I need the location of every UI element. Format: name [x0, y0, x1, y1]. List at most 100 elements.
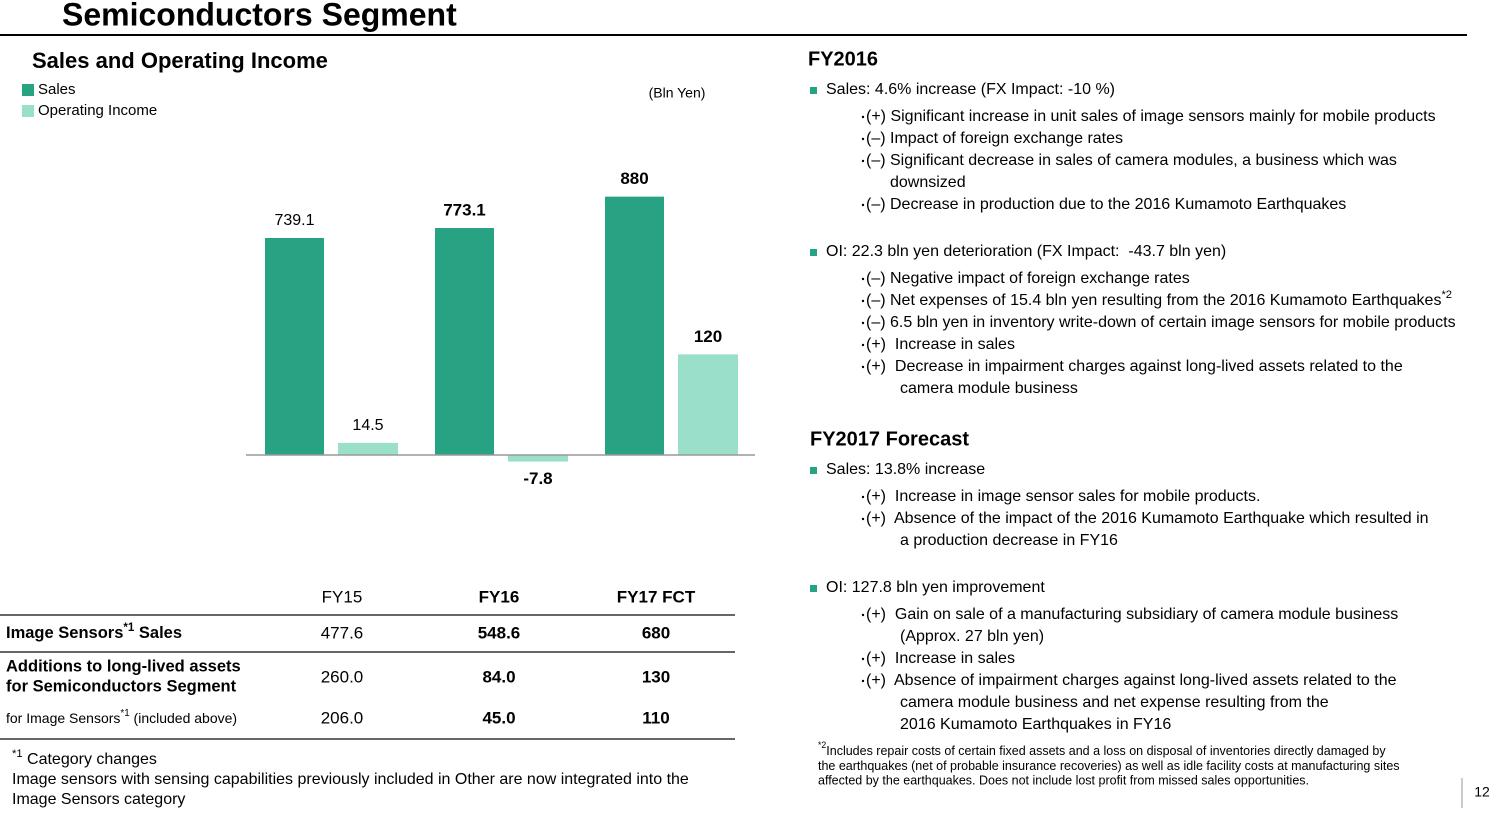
- bullet-text: OI: 22.3 bln yen deterioration (FX Impac…: [826, 243, 1226, 260]
- bullet-marker: [810, 249, 817, 256]
- item-text: downsized: [890, 174, 966, 191]
- bar: [678, 354, 738, 456]
- item-dot: [861, 517, 865, 521]
- cell: 84.0: [482, 667, 515, 686]
- footnote-text: affected by the earthquakes. Does not in…: [818, 773, 1309, 787]
- value-label: -7.8: [523, 469, 552, 488]
- bullet-text: Sales: 13.8% increase: [826, 461, 985, 478]
- text-part: Sales: [134, 624, 182, 642]
- item-dot: [861, 495, 865, 499]
- cell: 680: [642, 623, 670, 642]
- item-text: (+) Increase in image sensor sales for m…: [866, 488, 1260, 505]
- item-dot: [861, 115, 865, 119]
- item-text: (+) Increase in sales: [866, 650, 1015, 667]
- section-heading: FY2017 Forecast: [810, 428, 969, 450]
- bar: [338, 442, 398, 456]
- column-header: FY15: [322, 587, 363, 606]
- item-text: (+) Increase in sales: [866, 336, 1015, 353]
- row-label: Image Sensors*1 Sales: [6, 622, 182, 642]
- footnote-text: the earthquakes (net of probable insuran…: [818, 759, 1400, 773]
- legend-label: Sales: [38, 81, 76, 98]
- item-text: (+) Decrease in impairment charges again…: [866, 358, 1403, 375]
- cell: 45.0: [482, 708, 515, 727]
- item-dot: [861, 365, 865, 369]
- text-part: Includes repair costs of certain fixed a…: [826, 744, 1386, 758]
- value-label: 773.1: [443, 201, 486, 220]
- footnote-text: Image Sensors category: [12, 791, 185, 808]
- item-dot: [861, 613, 865, 617]
- item-text: a production decrease in FY16: [900, 532, 1118, 549]
- bullet-marker: [810, 87, 817, 94]
- item-text: (–) Net expenses of 15.4 bln yen resulti…: [866, 289, 1452, 309]
- text-part: for Image Sensors: [6, 710, 120, 726]
- row-label: for Image Sensors*1 (included above): [6, 708, 237, 726]
- item-dot: [861, 203, 865, 207]
- chart-title: Sales and Operating Income: [32, 48, 328, 73]
- item-dot: [861, 277, 865, 281]
- bar: [265, 238, 324, 456]
- cell: 548.6: [478, 623, 521, 642]
- cell: 130: [642, 667, 670, 686]
- item-text: (Approx. 27 bln yen): [900, 628, 1044, 645]
- item-text: 2016 Kumamoto Earthquakes in FY16: [900, 716, 1171, 733]
- text-part: Category changes: [23, 751, 157, 768]
- superscript: *2: [1441, 289, 1452, 301]
- page-number: 12: [1474, 784, 1490, 800]
- item-text: (–) Significant decrease in sales of cam…: [866, 152, 1397, 169]
- value-label: 739.1: [274, 212, 314, 229]
- bar: [435, 228, 494, 456]
- cell: 206.0: [321, 708, 364, 727]
- value-label: 880: [620, 169, 648, 188]
- item-text: (+) Significant increase in unit sales o…: [866, 108, 1436, 125]
- column-header: FY16: [479, 587, 520, 606]
- cell: 477.6: [321, 623, 364, 642]
- item-text: (–) Decrease in production due to the 20…: [866, 196, 1346, 213]
- text-part: Image Sensors: [6, 624, 123, 642]
- bar: [605, 196, 664, 456]
- item-text: camera module business: [900, 380, 1078, 397]
- item-dot: [861, 137, 865, 141]
- cell: 260.0: [321, 667, 364, 686]
- cell: 110: [642, 708, 669, 727]
- legend-label: Operating Income: [38, 102, 157, 119]
- footnote-title: *1 Category changes: [12, 748, 157, 768]
- unit-label: (Bln Yen): [649, 85, 706, 101]
- item-text: (–) 6.5 bln yen in inventory write-down …: [866, 314, 1456, 331]
- bullet-text: Sales: 4.6% increase (FX Impact: -10 %): [826, 81, 1115, 98]
- item-text: (+) Gain on sale of a manufacturing subs…: [866, 606, 1398, 623]
- bar: [508, 455, 568, 462]
- item-dot: [861, 657, 865, 661]
- item-dot: [861, 299, 865, 303]
- column-header: FY17 FCT: [617, 587, 696, 606]
- item-dot: [861, 679, 865, 683]
- section-heading: FY2016: [808, 48, 878, 70]
- row-label: Additions to long-lived assets: [6, 657, 241, 675]
- item-text: (+) Absence of impairment charges agains…: [866, 672, 1397, 689]
- text-part: (included above): [130, 710, 237, 726]
- item-dot: [861, 159, 865, 163]
- bullet-marker: [810, 585, 817, 592]
- bullet-text: OI: 127.8 bln yen improvement: [826, 579, 1045, 596]
- superscript: *1: [120, 708, 129, 719]
- value-label: 14.5: [352, 417, 383, 434]
- superscript: *2: [818, 740, 826, 750]
- legend-swatch: [22, 84, 34, 96]
- value-label: 120: [694, 327, 722, 346]
- item-text: camera module business and net expense r…: [900, 694, 1329, 711]
- item-text: (–) Impact of foreign exchange rates: [866, 130, 1123, 147]
- item-dot: [861, 321, 865, 325]
- item-dot: [861, 343, 865, 347]
- item-text: (+) Absence of the impact of the 2016 Ku…: [866, 510, 1429, 527]
- item-text: (–) Negative impact of foreign exchange …: [866, 270, 1190, 287]
- footnote-text: *2Includes repair costs of certain fixed…: [818, 740, 1386, 758]
- legend-swatch: [22, 105, 34, 117]
- bullet-marker: [810, 467, 817, 474]
- footnote-text: Image sensors with sensing capabilities …: [12, 771, 689, 788]
- superscript: *1: [123, 622, 134, 634]
- text-part: (–) Net expenses of 15.4 bln yen resulti…: [866, 292, 1441, 309]
- row-label: for Semiconductors Segment: [6, 677, 237, 695]
- slide-title: Semiconductors Segment: [62, 0, 457, 32]
- superscript: *1: [12, 748, 23, 760]
